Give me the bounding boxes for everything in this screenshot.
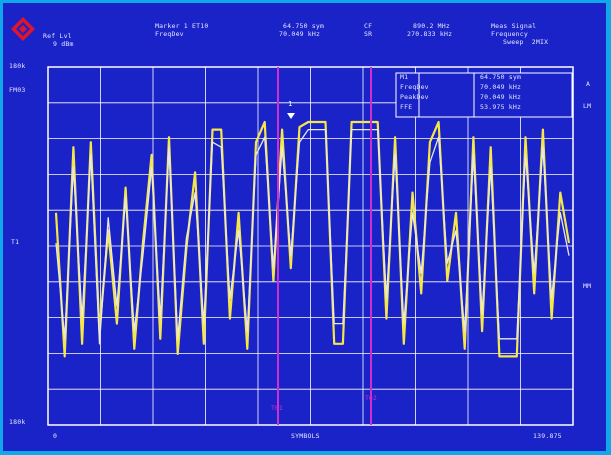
x-axis-center-label: SYMBOLS [291, 432, 320, 440]
analyzer-screen: T01 T02 1 Ref Lvl 9 dBm Marker 1 ET10 Fr… [3, 3, 606, 451]
trace-1 [54, 120, 571, 358]
trace-2 [55, 128, 570, 345]
marker-box-value-4: 53.975 kHz [480, 103, 522, 111]
cf-label: CF [364, 22, 373, 30]
cf-value: 890.2 MHz [413, 22, 451, 30]
right-lm-label: LM [583, 102, 592, 110]
marker-box-value-2: 70.049 kHz [480, 83, 522, 91]
marker-time-value: 64.750 sym [283, 22, 325, 30]
marker-title: Marker 1 ET10 [155, 22, 209, 30]
right-mm-label: MM [583, 282, 592, 290]
marker-box-label-4: FFE [400, 103, 413, 111]
marker-box-value-1: 64.750 sym [480, 73, 522, 81]
ref-lvl-label: Ref Lvl [43, 32, 72, 40]
marker-freq-value: 70.049 kHz [279, 30, 321, 38]
sr-label: SR [364, 30, 373, 38]
meas-signal-label: Meas Signal [491, 22, 537, 30]
ref-lvl-value: 9 dBm [53, 40, 74, 48]
rohde-schwarz-logo-icon [11, 17, 35, 41]
frequency-label: Frequency [491, 30, 529, 38]
marker-line-left-label: T01 [271, 404, 283, 412]
marker-point-label: 1 [288, 100, 292, 108]
y-axis-bottom-label: 180k [9, 418, 26, 426]
y-axis-top-sub-label: FM03 [9, 86, 26, 94]
traces [54, 120, 571, 358]
marker-box-frame [395, 72, 573, 118]
marker-subtitle: FreqDev [155, 30, 184, 38]
marker-point[interactable]: 1 [287, 100, 295, 119]
x-axis-end-label: 139.875 [533, 432, 562, 440]
marker-triangle-icon [287, 113, 295, 119]
marker-box-value-3: 70.049 kHz [480, 93, 522, 101]
marker-box-label-2: FreqDev [400, 83, 429, 91]
marker-info-box [395, 72, 573, 118]
sr-value: 270.833 kHz [407, 30, 453, 38]
marker-box-label-1: M1 [400, 73, 409, 81]
right-a-label: A [586, 80, 591, 88]
y-axis-top-label: 180k [9, 62, 26, 70]
plot-canvas: T01 T02 1 [11, 17, 574, 426]
sweep-mode-label: Sweep 2MIX [503, 38, 549, 46]
marker-line-right-label: T02 [365, 394, 377, 402]
y-axis-mid-label: T1 [11, 238, 20, 246]
x-axis-start-label: 0 [53, 432, 58, 440]
marker-box-label-3: PeakDev [400, 93, 429, 101]
